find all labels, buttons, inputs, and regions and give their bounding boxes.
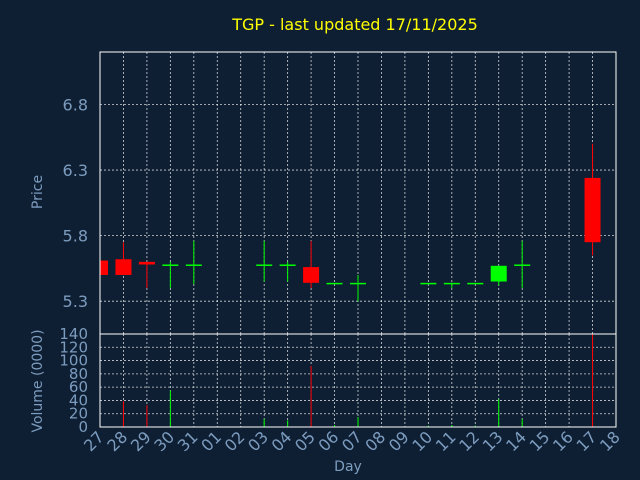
candle-body bbox=[279, 264, 296, 266]
candle-body bbox=[420, 282, 437, 285]
candle-body bbox=[115, 259, 132, 275]
candle-body bbox=[326, 282, 343, 285]
x-tick-label: 18 bbox=[596, 427, 624, 455]
price-panel: 5.3 5.8 6.3 6.8 bbox=[63, 51, 617, 335]
candle-body bbox=[467, 282, 484, 285]
candle-body bbox=[514, 264, 531, 266]
price-tick-label: 6.8 bbox=[63, 95, 88, 114]
candle-body bbox=[303, 267, 320, 283]
volume-tick-label: 100 bbox=[59, 352, 88, 370]
volume-tick-label: 60 bbox=[69, 378, 88, 396]
volume-tick-label: 0 bbox=[78, 418, 88, 436]
candle-body bbox=[490, 265, 507, 282]
volume-tick-label: 40 bbox=[69, 391, 88, 409]
price-tick-label: 5.3 bbox=[63, 292, 88, 311]
price-tick-label: 6.3 bbox=[63, 161, 88, 180]
price-axis-label: Price bbox=[30, 175, 46, 209]
volume-tick-label: 20 bbox=[69, 405, 88, 423]
candle-body bbox=[350, 282, 366, 285]
x-axis-label: Day bbox=[334, 459, 362, 475]
volume-plot-frame bbox=[99, 333, 617, 428]
volume-tick-label: 140 bbox=[59, 325, 88, 343]
candle-body bbox=[100, 260, 108, 275]
candle-body bbox=[138, 261, 155, 265]
candle-body bbox=[162, 264, 179, 266]
candle-body bbox=[443, 282, 460, 285]
x-axis: 2728293031010203040506070809101112131415… bbox=[80, 427, 624, 455]
volume-axis-label: Volume (0000) bbox=[30, 329, 46, 432]
volume-tick-label: 120 bbox=[59, 338, 88, 356]
candle-body bbox=[256, 264, 273, 266]
candle-body bbox=[584, 177, 601, 243]
candle-body bbox=[185, 264, 202, 266]
volume-tick-label: 80 bbox=[69, 365, 88, 383]
chart-title: TGP - last updated 17/11/2025 bbox=[231, 15, 478, 34]
price-tick-label: 5.8 bbox=[63, 227, 88, 246]
